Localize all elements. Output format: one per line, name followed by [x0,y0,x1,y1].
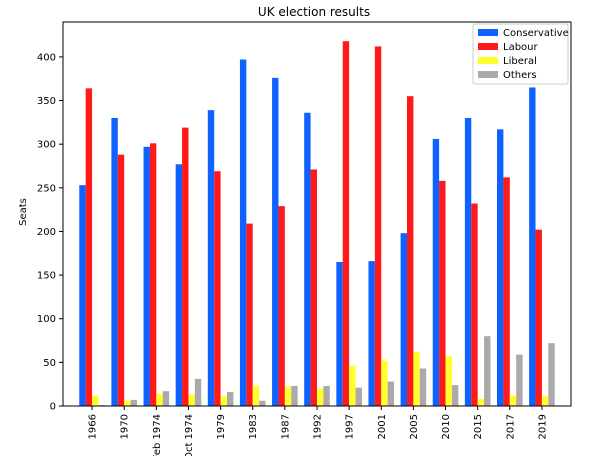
bar-others-2015 [484,336,491,406]
bar-liberal-2017 [509,395,517,406]
bar-labour-1970 [117,154,125,406]
bar-others-2005 [419,368,427,406]
legend-swatch-labour [478,43,498,50]
legend-box [472,23,569,85]
x-tick-label: Feb 1974 [152,414,163,456]
bar-labour-2005 [407,96,414,407]
legend-label-liberal: Liberal [503,56,537,67]
bar-labour-1966 [85,88,93,406]
bar-conservative-1983 [239,59,247,406]
bar-labour-1997 [342,41,350,406]
y-tick-label: 0 [50,402,56,413]
y-tick-label: 400 [37,52,56,63]
bar-liberal-1992 [317,388,324,406]
x-tick-label: 1987 [280,414,291,439]
bar-labour-1987 [278,206,285,406]
bar-others-2001 [387,381,395,406]
bar-conservative-2019 [529,87,536,406]
bar-liberal-1970 [124,400,131,406]
bar-liberal-1983 [252,385,260,406]
bar-conservative-1979 [207,110,215,407]
legend-swatch-others [478,71,498,78]
bar-conservative-1997 [336,262,343,406]
bar-labour-feb-1974 [149,143,157,406]
bar-liberal-feb-1974 [156,393,163,406]
legend-label-conservative: Conservative [503,28,569,39]
bar-others-2019 [548,343,555,406]
legend: Conservative Labour Liberal Others [472,23,569,85]
bar-liberal-2005 [413,351,420,406]
bar-liberal-1997 [349,365,356,406]
y-tick-label: 250 [37,183,56,194]
bar-conservative-2015 [464,118,472,406]
x-tick-label: 1983 [248,414,259,439]
bar-liberal-2010 [445,356,452,406]
bar-labour-2017 [503,177,510,406]
bar-conservative-2005 [400,233,407,406]
bar-conservative-1987 [272,77,279,406]
bar-liberal-1979 [220,396,227,406]
legend-swatch-conservative [478,29,498,36]
bar-liberal-1966 [92,395,99,406]
x-tick-label: 1979 [216,414,227,439]
bar-conservative-2017 [497,129,504,406]
bar-others-1992 [323,385,330,406]
legend-swatch-liberal [478,57,498,64]
bar-others-feb-1974 [162,391,170,406]
bar-others-1987 [291,385,298,406]
bar-conservative-oct-1974 [175,164,183,406]
chart-title: UK election results [258,5,370,19]
x-tick-label: Oct 1974 [184,414,195,456]
bar-labour-1979 [214,171,221,406]
x-tick-label: 2015 [473,414,484,439]
y-tick-label: 200 [37,227,56,238]
bar-others-2010 [451,385,459,406]
bar-labour-oct-1974 [182,127,189,406]
y-tick-label: 50 [43,358,56,369]
x-tick-label: 1970 [120,414,131,439]
x-tick-label: 1966 [88,414,99,439]
bar-labour-1992 [310,169,317,406]
bar-labour-1983 [246,223,253,406]
x-tick-label: 2005 [409,414,420,439]
bar-liberal-1987 [284,386,292,406]
bar-liberal-2015 [477,399,485,406]
x-tick-label: 2019 [537,414,548,439]
bar-labour-2001 [374,46,382,406]
x-tick-label: 2010 [441,414,452,439]
bar-liberal-2019 [541,396,549,406]
bar-others-2017 [516,354,523,406]
bar-conservative-2001 [368,261,375,406]
bar-conservative-1966 [79,185,86,406]
bar-liberal-oct-1974 [188,394,195,406]
legend-label-labour: Labour [503,42,539,53]
bar-labour-2010 [439,180,446,406]
bars-layer [79,41,555,407]
plot-frame [62,21,572,407]
y-tick-label: 100 [37,314,56,325]
x-tick-label: 1997 [345,414,356,439]
x-tick-label: 2017 [505,414,516,439]
y-tick-label: 300 [37,140,56,151]
y-tick-label: 150 [37,271,56,282]
bar-labour-2019 [535,229,542,406]
legend-label-others: Others [503,70,537,81]
bar-conservative-2010 [432,138,440,406]
bar-conservative-1970 [111,118,118,406]
bar-others-1979 [227,392,234,406]
x-tick-label: 2001 [377,414,388,439]
axes-layer: 0 50 100 150 200 250 300 350 400 1966 1970 Feb 1974… [37,52,549,456]
bar-conservative-1992 [304,112,311,406]
y-tick-label: 350 [37,96,56,107]
bar-liberal-2001 [381,360,388,406]
bar-others-oct-1974 [194,378,202,406]
bar-labour-2015 [471,203,478,406]
x-tick-label: 1992 [313,414,324,439]
bar-others-1983 [259,400,266,406]
bar-conservative-feb-1974 [143,146,150,407]
bar-others-1997 [355,387,362,406]
bar-others-1970 [130,399,137,406]
y-axis-label: Seats [18,198,29,226]
